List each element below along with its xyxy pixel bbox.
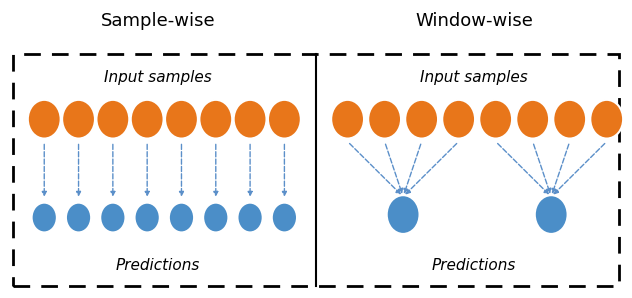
Ellipse shape [516, 100, 549, 139]
Ellipse shape [169, 203, 194, 232]
Ellipse shape [66, 203, 91, 232]
Ellipse shape [387, 195, 420, 234]
Ellipse shape [268, 100, 301, 139]
Ellipse shape [97, 100, 130, 139]
Ellipse shape [442, 100, 475, 139]
Ellipse shape [28, 100, 61, 139]
Ellipse shape [199, 100, 232, 139]
Ellipse shape [590, 100, 623, 139]
Ellipse shape [272, 203, 297, 232]
Ellipse shape [165, 100, 198, 139]
Ellipse shape [32, 203, 57, 232]
Text: Sample-wise: Sample-wise [100, 12, 216, 30]
Text: Input samples: Input samples [420, 70, 528, 85]
Ellipse shape [100, 203, 126, 232]
Ellipse shape [238, 203, 263, 232]
Text: Window-wise: Window-wise [415, 12, 533, 30]
Ellipse shape [479, 100, 512, 139]
Text: Predictions: Predictions [116, 258, 200, 273]
Ellipse shape [62, 100, 95, 139]
Bar [13, 54, 619, 286]
Ellipse shape [535, 195, 568, 234]
Ellipse shape [405, 100, 438, 139]
Ellipse shape [331, 100, 364, 139]
Text: Predictions: Predictions [432, 258, 516, 273]
Text: Input samples: Input samples [104, 70, 212, 85]
Ellipse shape [553, 100, 586, 139]
Ellipse shape [131, 100, 164, 139]
Ellipse shape [368, 100, 401, 139]
Ellipse shape [234, 100, 267, 139]
Ellipse shape [203, 203, 228, 232]
Ellipse shape [135, 203, 160, 232]
